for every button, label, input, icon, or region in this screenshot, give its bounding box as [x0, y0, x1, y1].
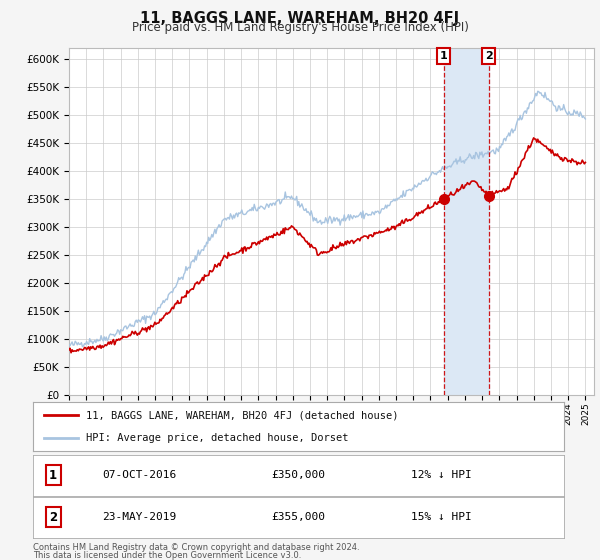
Text: 2: 2: [485, 51, 493, 61]
Text: 12% ↓ HPI: 12% ↓ HPI: [412, 470, 472, 480]
Text: £350,000: £350,000: [271, 470, 325, 480]
Text: 07-OCT-2016: 07-OCT-2016: [102, 470, 176, 480]
Text: Price paid vs. HM Land Registry's House Price Index (HPI): Price paid vs. HM Land Registry's House …: [131, 21, 469, 34]
Text: 1: 1: [49, 469, 57, 482]
Text: Contains HM Land Registry data © Crown copyright and database right 2024.: Contains HM Land Registry data © Crown c…: [33, 543, 359, 552]
Text: HPI: Average price, detached house, Dorset: HPI: Average price, detached house, Dors…: [86, 433, 349, 444]
Text: This data is licensed under the Open Government Licence v3.0.: This data is licensed under the Open Gov…: [33, 551, 301, 560]
Text: 1: 1: [440, 51, 448, 61]
Text: 11, BAGGS LANE, WAREHAM, BH20 4FJ (detached house): 11, BAGGS LANE, WAREHAM, BH20 4FJ (detac…: [86, 410, 398, 421]
Text: 2: 2: [49, 511, 57, 524]
Text: 23-MAY-2019: 23-MAY-2019: [102, 512, 176, 522]
Text: £355,000: £355,000: [271, 512, 325, 522]
Text: 15% ↓ HPI: 15% ↓ HPI: [412, 512, 472, 522]
Bar: [444, 48, 489, 395]
Text: 11, BAGGS LANE, WAREHAM, BH20 4FJ: 11, BAGGS LANE, WAREHAM, BH20 4FJ: [140, 11, 460, 26]
